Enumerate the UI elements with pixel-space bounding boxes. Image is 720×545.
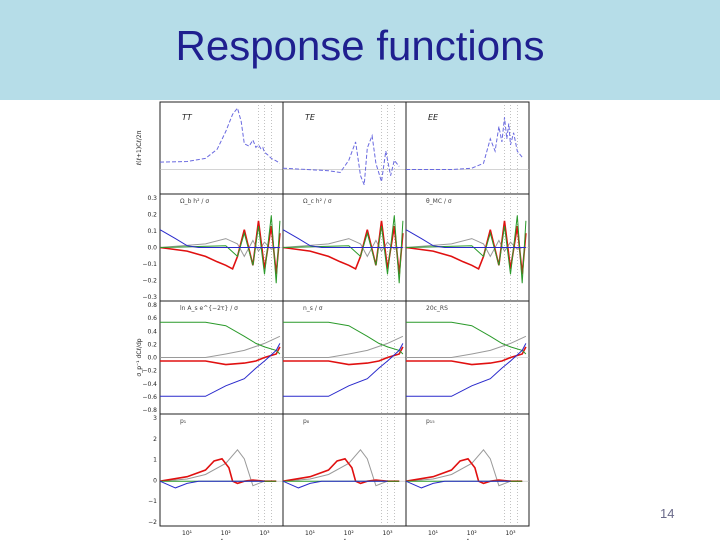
x-tick-label: 10³ [505,530,516,537]
x-tick-label: 10² [221,530,232,537]
series-line-green [405,215,527,284]
series-line-dashed [406,117,523,170]
y-tick-label: −0.2 [142,368,157,375]
y-tick-label: 0.0 [147,355,157,362]
series-line-red [159,457,277,485]
legend-label: ln A_s e^{−2τ} / σ [180,305,238,312]
y-tick-label: 2 [153,436,157,443]
series-line-grey [405,449,523,487]
y-tick-label: 1 [153,457,157,464]
series-line-blue [405,480,511,489]
x-tick-label: 10² [467,530,478,537]
y-tick-label: 0.1 [147,228,157,235]
x-tick-label: 10³ [382,530,393,537]
y-tick-label: −1 [148,498,157,505]
title-bar: Response functions [0,0,720,100]
series-line-grey [159,449,277,487]
y-tick-label: −0.3 [142,294,157,301]
y-tick-label: 0 [153,477,157,484]
series-line-blue [159,480,265,489]
panel-frame [282,413,407,527]
y-tick-label: −0.8 [142,407,157,414]
series-line-dashed [282,133,400,185]
legend-label: 20c_RS [426,305,448,312]
y-tick-label: −2 [148,519,157,526]
y-tick-label: −0.2 [142,278,157,285]
series-line-blue [159,229,280,248]
slide-title: Response functions [175,22,545,69]
y-tick-label: 0.2 [147,212,157,219]
y-tick-label: 0.6 [147,315,157,322]
series-line-grey [282,449,400,487]
x-tick-label: 10¹ [182,530,193,537]
series-line-blue [282,480,388,489]
y-axis-label: ℓ(ℓ+1)Cℓ/2π [136,130,143,166]
x-tick-label: 10¹ [305,530,316,537]
series-line-green [282,215,404,284]
y-tick-label: 3 [153,415,157,422]
series-line-red [283,346,404,366]
response-function-figure: TT TE EE ℓ(ℓ+1)Cℓ/2π Ω_b h² / σ Ω_c h² / σ θ_M… [135,96,535,545]
legend-label: p₁ [180,418,187,425]
y-axis-label: σ_p⁻¹ dCℓ/dp [136,338,143,376]
page-number: 14 [660,506,675,521]
y-tick-label: 0.0 [147,245,157,252]
series-line-blue [405,229,526,248]
series-line-green [406,321,527,355]
y-tick-label: 0.4 [147,328,157,335]
series-line-red [282,457,400,485]
series-line-red [405,457,523,485]
panel-frame [159,413,284,527]
y-tick-label: 0.8 [147,302,157,309]
y-tick-label: 0.3 [147,195,157,202]
series-line-red [406,346,527,366]
legend-label: p₁₅ [426,418,435,425]
series-line-blue [282,229,403,248]
x-tick-label: 10² [344,530,355,537]
series-line-red [160,346,281,366]
y-tick-label: −0.6 [142,394,157,401]
legend-label: n_s / σ [303,305,323,312]
column-label: TE [305,113,316,122]
series-line-grey [160,335,281,358]
y-tick-label: −0.1 [142,261,157,268]
y-tick-label: 0.2 [147,341,157,348]
x-tick-label: 10³ [259,530,270,537]
series-line-blue [406,343,527,397]
series-line-grey [283,335,404,358]
y-tick-label: −0.4 [142,381,157,388]
x-tick-label: 10¹ [428,530,439,537]
series-line-green [283,321,404,355]
chart-svg: TT TE EE ℓ(ℓ+1)Cℓ/2π Ω_b h² / σ Ω_c h² / σ θ_M… [136,101,530,545]
series-line-grey [406,335,527,358]
legend-label: p₈ [303,418,310,425]
legend-label: Ω_b h² / σ [180,198,209,205]
series-line-green [159,215,281,284]
panel-frame [405,413,530,527]
series-line-green [160,321,281,355]
column-label: EE [428,113,439,122]
column-label: TT [182,113,193,122]
legend-label: Ω_c h² / σ [303,198,332,205]
series-line-dashed [159,107,281,164]
series-line-blue [160,343,281,397]
series-line-blue [283,343,404,397]
legend-label: θ_MC / σ [426,198,452,205]
